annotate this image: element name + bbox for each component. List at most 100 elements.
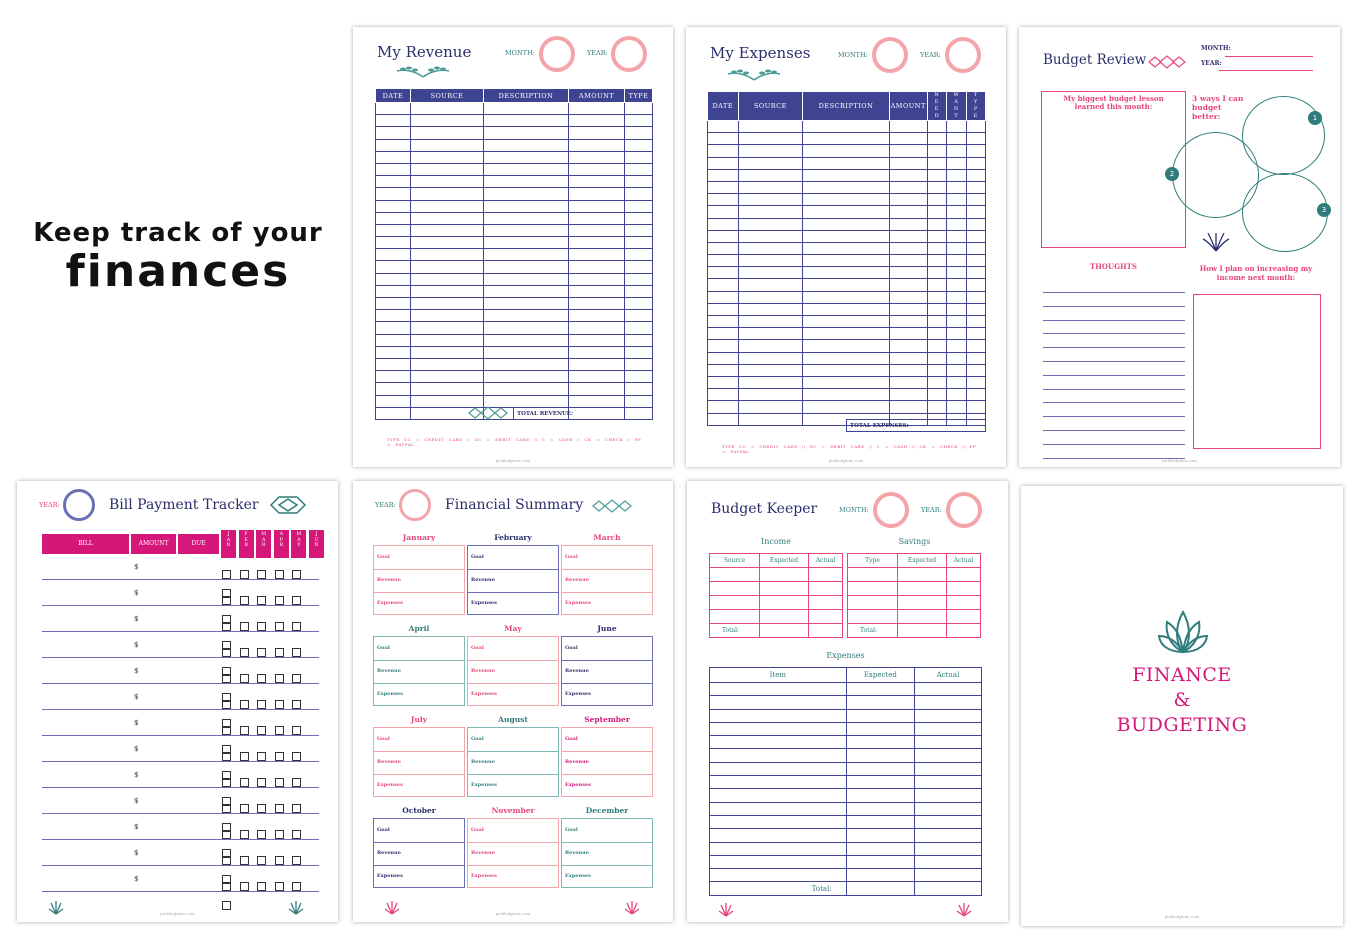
paid-checkbox[interactable]	[257, 726, 267, 735]
table-cell[interactable]	[845, 801, 915, 816]
paid-checkbox[interactable]	[239, 570, 249, 579]
table-cell[interactable]	[945, 595, 982, 610]
table-cell[interactable]	[410, 236, 484, 250]
table-cell[interactable]	[913, 775, 983, 790]
table-row[interactable]	[709, 828, 983, 843]
table-cell[interactable]	[707, 193, 739, 207]
table-cell[interactable]	[846, 581, 899, 596]
paid-checkbox[interactable]	[274, 804, 284, 813]
table-row[interactable]	[707, 119, 986, 134]
table-cell[interactable]	[965, 400, 986, 414]
table-cell[interactable]	[375, 284, 411, 299]
table-cell[interactable]	[802, 327, 890, 341]
table-cell[interactable]	[483, 248, 569, 262]
thought-line[interactable]	[1043, 430, 1185, 431]
table-cell[interactable]	[845, 788, 915, 803]
table-row[interactable]: $	[42, 745, 319, 780]
paid-checkbox[interactable]	[292, 622, 302, 631]
table-cell[interactable]	[483, 162, 569, 177]
table-cell[interactable]	[737, 290, 804, 304]
table-row[interactable]	[375, 236, 653, 250]
table-cell[interactable]	[845, 721, 915, 737]
table-cell[interactable]	[410, 272, 484, 286]
table-cell[interactable]	[802, 400, 890, 414]
table-cell[interactable]	[410, 175, 484, 189]
table-row[interactable]: $	[42, 823, 319, 858]
table-cell[interactable]	[708, 581, 761, 596]
table-row[interactable]	[707, 339, 986, 353]
thought-line[interactable]	[1043, 457, 1185, 459]
table-cell[interactable]	[802, 314, 890, 329]
paid-checkbox[interactable]	[292, 778, 302, 787]
table-row[interactable]	[375, 223, 653, 238]
paid-checkbox[interactable]	[222, 875, 231, 884]
table-cell[interactable]	[709, 788, 847, 803]
table-cell[interactable]	[888, 180, 928, 195]
table-cell[interactable]	[624, 138, 653, 152]
table-cell[interactable]	[846, 595, 899, 610]
table-row[interactable]	[375, 199, 653, 213]
thought-line[interactable]	[1043, 305, 1185, 307]
table-cell[interactable]	[926, 375, 948, 390]
table-cell[interactable]	[945, 581, 982, 596]
table-cell[interactable]	[807, 567, 844, 582]
table-row[interactable]	[708, 581, 844, 596]
table-row[interactable]	[375, 333, 653, 347]
table-cell[interactable]	[945, 567, 982, 582]
table-row[interactable]	[707, 388, 986, 402]
table-cell[interactable]	[568, 284, 625, 299]
table-cell[interactable]	[410, 223, 484, 238]
table-row[interactable]	[375, 272, 653, 286]
table-cell[interactable]	[483, 101, 569, 116]
table-cell[interactable]	[946, 229, 967, 243]
table-cell[interactable]	[709, 695, 847, 710]
table-cell[interactable]	[965, 327, 986, 341]
table-cell[interactable]	[410, 211, 484, 225]
paid-checkbox[interactable]	[274, 752, 284, 761]
table-cell[interactable]	[624, 101, 653, 116]
table-cell[interactable]	[737, 156, 804, 170]
table-cell[interactable]	[926, 314, 948, 329]
table-cell[interactable]	[707, 254, 739, 268]
table-cell[interactable]	[624, 309, 653, 323]
table-row[interactable]	[707, 132, 986, 146]
table-cell[interactable]	[707, 266, 739, 280]
keeper-savings-table[interactable]: Type Expected Actual Total:	[846, 553, 982, 638]
table-cell[interactable]	[845, 841, 915, 856]
table-row[interactable]	[709, 695, 983, 710]
table-cell[interactable]	[624, 211, 653, 225]
paid-checkbox[interactable]	[257, 804, 267, 813]
table-cell[interactable]	[913, 788, 983, 803]
thought-line[interactable]	[1043, 319, 1185, 321]
table-cell[interactable]	[913, 708, 983, 723]
table-cell[interactable]	[807, 581, 844, 596]
table-row[interactable]	[708, 609, 844, 624]
month-box[interactable]: Goal Revenue Expenses	[373, 636, 465, 706]
paid-checkbox[interactable]	[222, 804, 231, 813]
table-cell[interactable]	[946, 205, 967, 219]
table-cell[interactable]	[737, 302, 804, 317]
table-cell[interactable]	[802, 217, 890, 231]
table-cell[interactable]	[888, 156, 928, 170]
table-cell[interactable]	[888, 119, 928, 134]
paid-checkbox[interactable]	[274, 700, 284, 709]
paid-checkbox[interactable]	[222, 830, 231, 839]
table-row[interactable]	[709, 748, 983, 763]
paid-checkbox[interactable]	[274, 648, 284, 657]
table-cell[interactable]	[965, 363, 986, 377]
table-cell[interactable]	[926, 180, 948, 195]
table-cell[interactable]	[624, 223, 653, 238]
paid-checkbox[interactable]	[222, 752, 231, 761]
table-cell[interactable]	[897, 609, 947, 624]
table-row[interactable]	[707, 375, 986, 390]
table-cell[interactable]	[926, 388, 948, 402]
paid-checkbox[interactable]	[292, 648, 302, 657]
paid-checkbox[interactable]	[239, 674, 249, 683]
table-row[interactable]	[375, 357, 653, 372]
table-cell[interactable]	[926, 351, 948, 365]
table-cell[interactable]	[926, 205, 948, 219]
table-cell[interactable]	[802, 205, 890, 219]
table-row[interactable]	[707, 217, 986, 231]
table-cell[interactable]	[568, 321, 625, 335]
table-cell[interactable]	[375, 162, 411, 177]
